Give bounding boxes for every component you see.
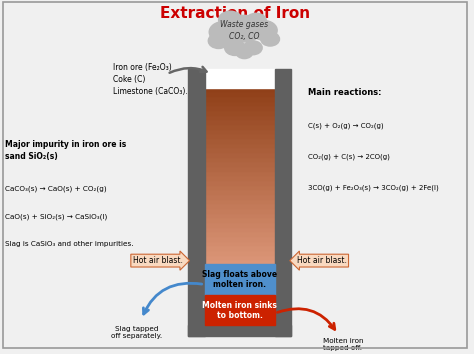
Bar [205,232,275,236]
Bar [275,69,291,336]
Bar [205,245,275,250]
Text: Slag tapped
off separately.: Slag tapped off separately. [111,326,162,339]
Bar [205,129,275,133]
Text: Hot air blast.: Hot air blast. [297,256,346,265]
Bar [205,87,275,91]
Text: Molten iron
tapped off.: Molten iron tapped off. [322,338,363,351]
Bar [205,124,275,129]
Text: Iron ore (Fe₂O₃)
Coke (C)
Limestone (CaCO₃).: Iron ore (Fe₂O₃) Coke (C) Limestone (CaC… [113,63,188,96]
Bar [205,171,275,176]
Circle shape [236,46,253,59]
Bar [205,69,275,88]
Bar [205,143,275,148]
Bar [205,176,275,180]
Text: Waste gases
CO₂, CO: Waste gases CO₂, CO [220,20,268,41]
Bar [188,325,291,336]
Bar [205,148,275,152]
Bar [205,189,275,194]
Text: Major impurity in iron ore is
sand SiO₂(s): Major impurity in iron ore is sand SiO₂(… [5,140,127,161]
Bar [205,96,275,101]
Bar [205,236,275,241]
Circle shape [225,40,246,56]
Bar [205,194,275,199]
Circle shape [219,11,242,29]
Text: Main reactions:: Main reactions: [308,88,381,97]
Bar [205,296,275,325]
Bar [205,101,275,105]
Text: C(s) + O₂(g) → CO₂(g): C(s) + O₂(g) → CO₂(g) [308,123,383,129]
Circle shape [244,41,262,55]
Circle shape [261,32,280,46]
Bar [205,241,275,245]
Bar [205,105,275,110]
Text: CO₂(g) + C(s) → 2CO(g): CO₂(g) + C(s) → 2CO(g) [308,154,390,160]
Bar [205,222,275,227]
Bar [205,255,275,259]
Text: Slag is CaSiO₃ and other impurities.: Slag is CaSiO₃ and other impurities. [5,241,134,247]
Text: CaO(s) + SiO₂(s) → CaSiO₃(l): CaO(s) + SiO₂(s) → CaSiO₃(l) [5,213,108,220]
Text: Hot air blast.: Hot air blast. [133,256,182,265]
Bar [205,259,275,264]
Bar [205,115,275,119]
Bar [205,161,275,166]
Bar [205,152,275,157]
Bar [205,213,275,217]
Bar [205,199,275,204]
Text: Slag floats above
molten iron.: Slag floats above molten iron. [202,270,277,290]
Bar [205,138,275,143]
Circle shape [209,22,237,42]
Text: CaCO₃(s) → CaO(s) + CO₂(g): CaCO₃(s) → CaO(s) + CO₂(g) [5,185,107,192]
Text: Molten iron sinks
to bottom.: Molten iron sinks to bottom. [202,301,277,320]
Bar [205,227,275,232]
Bar [205,110,275,115]
Bar [205,133,275,138]
Bar [205,91,275,96]
Bar [205,180,275,185]
Bar [205,208,275,213]
Text: Extraction of Iron: Extraction of Iron [160,6,310,21]
Circle shape [251,21,277,40]
Text: 3CO(g) + Fe₂O₃(s) → 3CO₂(g) + 2Fe(l): 3CO(g) + Fe₂O₃(s) → 3CO₂(g) + 2Fe(l) [308,184,438,191]
Circle shape [208,33,229,48]
Bar [205,119,275,124]
Bar [205,250,275,255]
Bar [188,69,205,336]
Bar [205,185,275,189]
Bar [205,166,275,171]
Bar [205,217,275,222]
Bar [205,264,275,296]
Bar [205,78,275,82]
Circle shape [246,13,266,29]
Bar [205,82,275,87]
Bar [205,204,275,208]
Bar [205,157,275,161]
Circle shape [227,15,262,42]
